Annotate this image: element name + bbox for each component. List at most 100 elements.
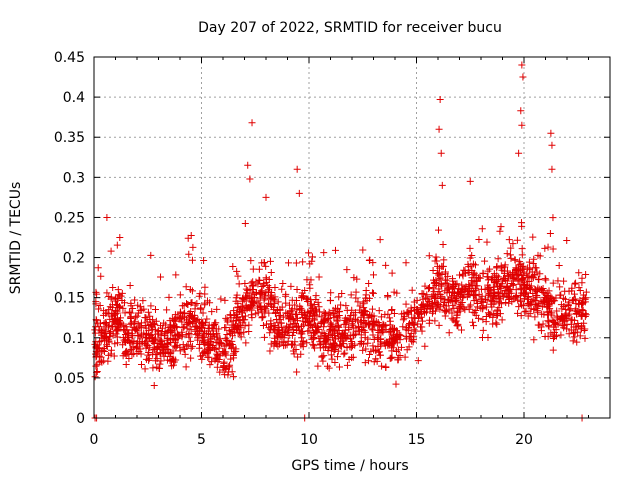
data-point bbox=[582, 288, 590, 296]
data-point bbox=[505, 272, 513, 280]
data-point bbox=[407, 307, 415, 315]
data-point bbox=[524, 300, 532, 308]
data-point bbox=[96, 301, 104, 309]
data-point bbox=[92, 323, 100, 331]
x-axis-label: GPS time / hours bbox=[291, 458, 408, 474]
data-point bbox=[388, 353, 396, 361]
data-point bbox=[479, 298, 487, 306]
data-point bbox=[306, 313, 314, 321]
data-point bbox=[578, 312, 586, 320]
data-point bbox=[518, 301, 526, 309]
data-point bbox=[122, 360, 130, 368]
data-point bbox=[362, 291, 370, 299]
data-point bbox=[378, 323, 386, 331]
data-point bbox=[545, 323, 553, 331]
data-point bbox=[227, 355, 235, 363]
data-point bbox=[359, 323, 367, 331]
data-point bbox=[481, 257, 489, 265]
data-point bbox=[516, 258, 524, 266]
data-point bbox=[277, 319, 285, 327]
data-point bbox=[548, 309, 556, 317]
data-point bbox=[533, 307, 541, 315]
data-point bbox=[421, 302, 429, 310]
data-point bbox=[293, 285, 301, 293]
data-point bbox=[549, 279, 557, 287]
data-point bbox=[103, 289, 111, 297]
data-point bbox=[244, 304, 252, 312]
data-point bbox=[438, 270, 446, 278]
data-point bbox=[345, 356, 353, 364]
data-point bbox=[217, 295, 225, 303]
data-point bbox=[153, 344, 161, 352]
data-point bbox=[418, 317, 426, 325]
data-point bbox=[323, 335, 331, 343]
data-point bbox=[498, 316, 506, 324]
data-point bbox=[410, 326, 418, 334]
data-point bbox=[178, 333, 186, 341]
data-point bbox=[534, 251, 542, 259]
data-point bbox=[470, 297, 478, 305]
data-point bbox=[189, 319, 197, 327]
data-point bbox=[105, 338, 113, 346]
data-point bbox=[475, 236, 483, 244]
data-point bbox=[541, 244, 549, 252]
data-point bbox=[437, 281, 445, 289]
data-point bbox=[515, 149, 523, 157]
data-point bbox=[316, 338, 324, 346]
data-point bbox=[198, 355, 206, 363]
data-point bbox=[292, 259, 300, 267]
data-point bbox=[544, 243, 552, 251]
data-point bbox=[435, 125, 443, 133]
data-point bbox=[466, 177, 474, 185]
data-point bbox=[452, 281, 460, 289]
data-point bbox=[171, 342, 179, 350]
data-point bbox=[540, 299, 548, 307]
data-point bbox=[286, 308, 294, 316]
data-point bbox=[449, 275, 457, 283]
data-point bbox=[229, 262, 237, 270]
data-point bbox=[214, 358, 222, 366]
data-point bbox=[453, 280, 461, 288]
data-point bbox=[441, 287, 449, 295]
data-point bbox=[166, 326, 174, 334]
data-point bbox=[228, 337, 236, 345]
data-point bbox=[293, 368, 301, 376]
data-point bbox=[192, 331, 200, 339]
data-point bbox=[452, 317, 460, 325]
data-point bbox=[278, 285, 286, 293]
data-point bbox=[550, 321, 558, 329]
data-point bbox=[494, 275, 502, 283]
data-point bbox=[245, 293, 253, 301]
data-point bbox=[258, 314, 266, 322]
data-point bbox=[494, 255, 502, 263]
data-point bbox=[543, 308, 551, 316]
data-point bbox=[199, 337, 207, 345]
data-point bbox=[133, 344, 141, 352]
data-point bbox=[399, 323, 407, 331]
data-point bbox=[538, 310, 546, 318]
data-point bbox=[109, 301, 117, 309]
data-point bbox=[326, 296, 334, 304]
data-point bbox=[96, 319, 104, 327]
data-point bbox=[205, 330, 213, 338]
data-point bbox=[392, 348, 400, 356]
data-point bbox=[411, 303, 419, 311]
data-point bbox=[262, 274, 270, 282]
data-point bbox=[313, 324, 321, 332]
data-point bbox=[197, 320, 205, 328]
data-point bbox=[292, 345, 300, 353]
data-point bbox=[469, 308, 477, 316]
data-point bbox=[376, 236, 384, 244]
data-point bbox=[417, 313, 425, 321]
data-point bbox=[444, 272, 452, 280]
data-point bbox=[472, 271, 480, 279]
data-point bbox=[250, 300, 258, 308]
data-point bbox=[149, 350, 157, 358]
data-point bbox=[334, 353, 342, 361]
data-point bbox=[205, 346, 213, 354]
data-point bbox=[270, 303, 278, 311]
data-point bbox=[121, 309, 129, 317]
data-point bbox=[574, 328, 582, 336]
data-point bbox=[149, 325, 157, 333]
data-point bbox=[513, 236, 521, 244]
